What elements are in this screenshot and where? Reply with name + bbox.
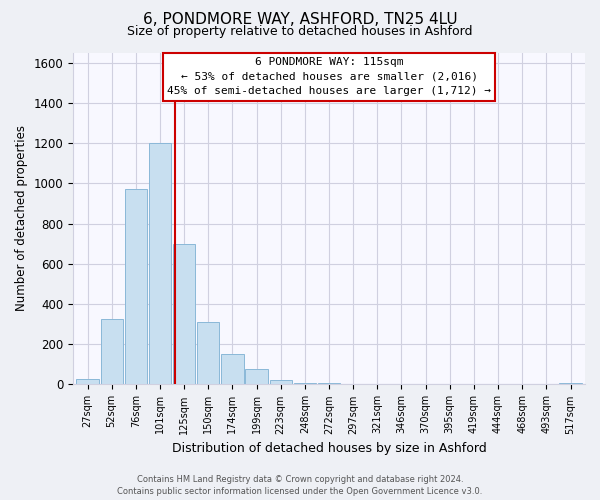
Text: 6 PONDMORE WAY: 115sqm
← 53% of detached houses are smaller (2,016)
45% of semi-: 6 PONDMORE WAY: 115sqm ← 53% of detached… [167,58,491,96]
Bar [245,370,268,384]
Bar [197,322,220,384]
Bar [76,380,98,384]
Y-axis label: Number of detached properties: Number of detached properties [15,126,28,312]
Bar [221,354,244,384]
Bar [125,190,147,384]
Bar [173,244,195,384]
X-axis label: Distribution of detached houses by size in Ashford: Distribution of detached houses by size … [172,442,487,455]
Bar [294,383,316,384]
Bar [269,380,292,384]
Text: 6, PONDMORE WAY, ASHFORD, TN25 4LU: 6, PONDMORE WAY, ASHFORD, TN25 4LU [143,12,457,28]
Bar [149,143,171,384]
Bar [101,319,123,384]
Text: Contains HM Land Registry data © Crown copyright and database right 2024.
Contai: Contains HM Land Registry data © Crown c… [118,474,482,496]
Text: Size of property relative to detached houses in Ashford: Size of property relative to detached ho… [127,25,473,38]
